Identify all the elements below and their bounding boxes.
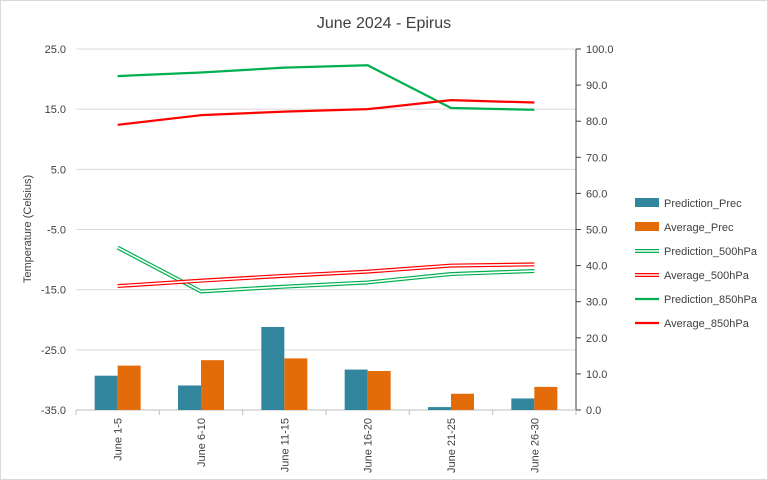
- y-right-tick-label: 100.0: [586, 44, 614, 56]
- bar-prediction-prec: [261, 326, 285, 410]
- y-right-tick-label: 0.0: [586, 405, 601, 417]
- bar-average-prec: [534, 386, 558, 410]
- x-tick-label: June 6-10: [196, 418, 208, 467]
- line-prediction-500hpa-inner: [117, 246, 535, 293]
- y-right-tick-label: 50.0: [586, 225, 607, 237]
- legend-label-average-500hpa: Average_500hPa: [664, 270, 750, 282]
- bar-average-prec: [451, 393, 474, 410]
- chart-title: June 2024 - Epirus: [317, 15, 451, 32]
- x-tick-label: June 21-25: [446, 418, 458, 473]
- legend-label-prediction-850hpa: Prediction_850hPa: [664, 294, 758, 306]
- bars: [94, 326, 558, 410]
- y-axis-left-title: Temperature (Celsius): [22, 175, 34, 283]
- bar-average-prec: [201, 360, 224, 410]
- x-tick-label: June 11-15: [279, 418, 291, 472]
- y-right-tick-label: 70.0: [586, 152, 607, 164]
- y-right-tick-label: 40.0: [586, 261, 607, 273]
- legend-swatch-prediction-prec: [635, 198, 659, 207]
- y-right-tick-label: 30.0: [586, 297, 607, 309]
- bar-average-prec: [284, 358, 308, 410]
- legend-swatch-average-prec: [635, 222, 659, 231]
- x-tick-label: June 1-5: [113, 418, 125, 461]
- legend: Prediction_Prec Average_Prec Prediction_50…: [635, 198, 758, 330]
- bar-average-prec: [117, 365, 141, 410]
- lines: [116, 64, 535, 294]
- legend-label-prediction-prec: Prediction_Prec: [664, 198, 742, 210]
- x-tick-label: June 26-30: [529, 418, 541, 473]
- bar-average-prec: [367, 371, 391, 410]
- bar-prediction-prec: [428, 407, 451, 410]
- y-left-tick-label: 15.0: [45, 104, 66, 116]
- y-right-tick-label: 20.0: [586, 333, 607, 345]
- legend-label-prediction-500hpa: Prediction_500hPa: [664, 246, 758, 258]
- bar-prediction-prec: [511, 398, 535, 410]
- y-left-tick-label: -25.0: [41, 345, 66, 357]
- y-right-tick-label: 60.0: [586, 188, 607, 200]
- y-left-tick-label: 5.0: [51, 164, 66, 176]
- y-left-tick-label: -5.0: [47, 225, 66, 237]
- y-right-tick-label: 80.0: [586, 116, 607, 128]
- bar-prediction-prec: [344, 369, 368, 410]
- line-prediction-850hpa: [117, 64, 535, 111]
- y-left-tick-label: -35.0: [41, 405, 66, 417]
- legend-label-average-850hpa: Average_850hPa: [664, 318, 750, 330]
- line-average-850hpa: [117, 99, 535, 126]
- gridlines: [76, 48, 576, 411]
- y-left-tick-label: 25.0: [45, 44, 66, 56]
- x-tick-label: June 16-20: [363, 418, 375, 473]
- bar-prediction-prec: [94, 375, 118, 410]
- y-left-tick-label: -15.0: [41, 285, 66, 297]
- y-right-tick-label: 90.0: [586, 80, 607, 92]
- legend-label-average-prec: Average_Prec: [664, 222, 734, 234]
- y-right-tick-label: 10.0: [586, 369, 607, 381]
- axes: 25.0 15.0 5.0 -5.0 -15.0 -25.0 -35.0 100.0 90.0 8…: [41, 44, 614, 473]
- line-average-500hpa-inner: [117, 263, 535, 287]
- bar-prediction-prec: [178, 385, 201, 410]
